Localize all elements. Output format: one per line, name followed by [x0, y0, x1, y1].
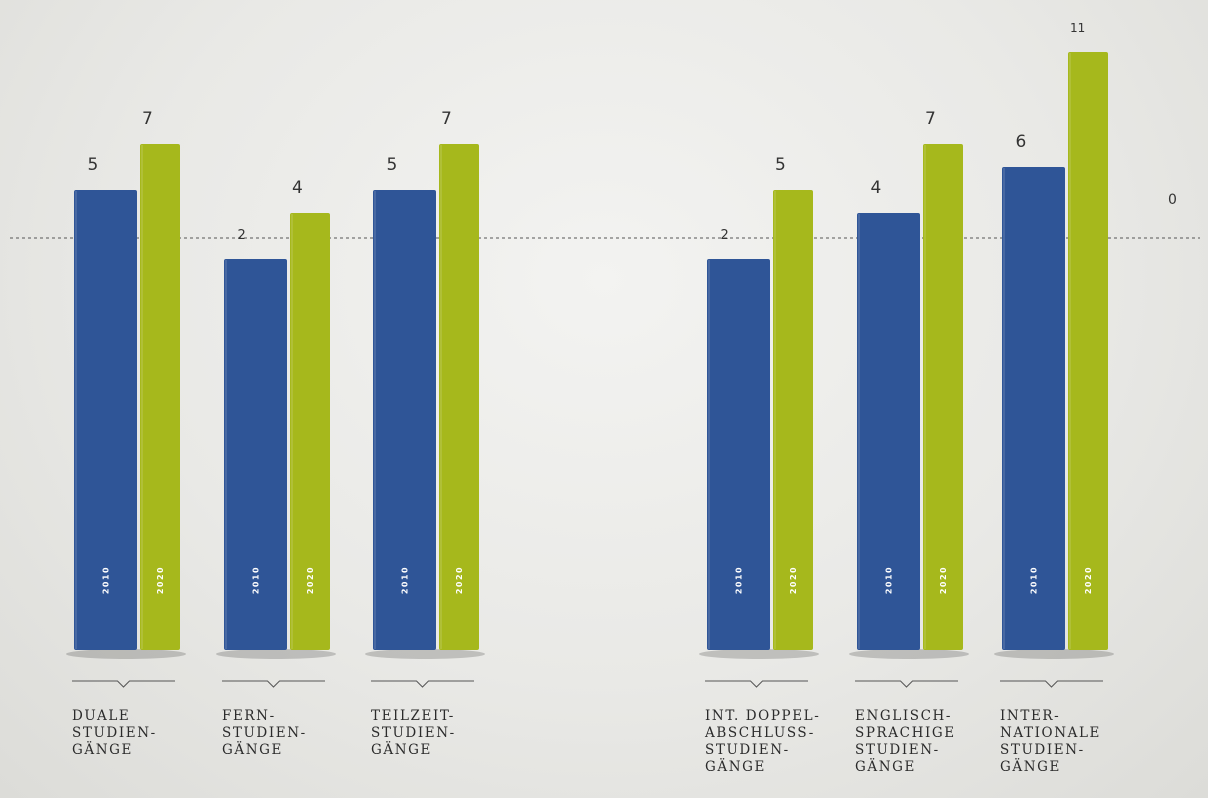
bar-year-label: 2010: [885, 566, 894, 594]
bar-shadow: [994, 649, 1114, 659]
bar-year-label: 2010: [735, 566, 744, 594]
bar-value-label: 5: [775, 155, 786, 175]
bar-highlight: [1069, 53, 1071, 649]
bar-2010: [224, 259, 287, 650]
bar-highlight: [141, 145, 143, 649]
bar-2020: [140, 144, 180, 650]
bar-year-label: 2020: [1084, 566, 1093, 594]
bar-value-label: 6: [1016, 132, 1027, 152]
category-brace: [72, 680, 175, 688]
bar-year-label: 2020: [156, 566, 165, 594]
bar-value-label: 7: [441, 109, 452, 129]
bar-shadow: [849, 649, 969, 659]
bar-2020: [439, 144, 479, 650]
bar-value-label: 4: [871, 178, 882, 198]
category-label: DUALE STUDIEN- GÄNGE: [72, 708, 157, 758]
bar-value-label: 5: [88, 155, 99, 175]
bar-2010: [857, 213, 920, 650]
bar-2020: [773, 190, 813, 650]
bar-year-label: 2010: [401, 566, 410, 594]
category-label: FERN- STUDIEN- GÄNGE: [222, 708, 307, 758]
bar-value-label: 2: [721, 228, 729, 243]
bar-2020: [290, 213, 330, 650]
category-brace: [222, 680, 325, 688]
bar-2010: [373, 190, 436, 650]
bar-2020: [1068, 52, 1108, 650]
category-brace: [705, 680, 808, 688]
bar-value-label: 5: [387, 155, 398, 175]
bar-year-label: 2020: [789, 566, 798, 594]
bar-highlight: [291, 214, 293, 649]
bar-value-label: 11: [1070, 21, 1085, 35]
bar-2010: [1002, 167, 1065, 650]
category-label: ENGLISCH- SPRACHIGE STUDIEN- GÄNGE: [855, 708, 956, 775]
bar-highlight: [858, 214, 860, 649]
bar-shadow: [66, 649, 186, 659]
bar-shadows: [66, 649, 1114, 659]
bar-2010: [707, 259, 770, 650]
bar-shadow: [699, 649, 819, 659]
bar-year-label: 2010: [1030, 566, 1039, 594]
bar-2020: [923, 144, 963, 650]
category-label: INT. DOPPEL- ABSCHLUSS- STUDIEN- GÄNGE: [705, 708, 821, 775]
bar-shadow: [216, 649, 336, 659]
category-label: INTER- NATIONALE STUDIEN- GÄNGE: [1000, 708, 1102, 775]
bar-highlight: [75, 191, 77, 649]
category-brace: [855, 680, 958, 688]
bar-year-label: 2020: [455, 566, 464, 594]
bar-highlight: [774, 191, 776, 649]
category-braces: [72, 680, 1103, 688]
bar-year-label: 2020: [939, 566, 948, 594]
category-brace: [371, 680, 474, 688]
bar-year-label: 2020: [306, 566, 315, 594]
bar-highlight: [708, 260, 710, 649]
bar-highlight: [924, 145, 926, 649]
bar-value-label: 2: [238, 228, 246, 243]
bar-value-label: 7: [142, 109, 153, 129]
bar-value-label: 7: [925, 109, 936, 129]
bar-2010: [74, 190, 137, 650]
bar-year-label: 2010: [102, 566, 111, 594]
bar-highlight: [440, 145, 442, 649]
bar-shadow: [365, 649, 485, 659]
zero-line-label: 0: [1168, 192, 1177, 208]
bar-highlight: [225, 260, 227, 649]
bar-highlight: [374, 191, 376, 649]
bar-year-label: 2010: [252, 566, 261, 594]
bar-value-label: 4: [292, 178, 303, 198]
category-brace: [1000, 680, 1103, 688]
category-label: TEILZEIT- STUDIEN- GÄNGE: [371, 708, 456, 758]
bar-highlight: [1003, 168, 1005, 649]
bars-group: 5 2010 7 2020 2 2010 4 2020 5 2010 7 2020 2 2010 5 2020…: [74, 21, 1108, 650]
